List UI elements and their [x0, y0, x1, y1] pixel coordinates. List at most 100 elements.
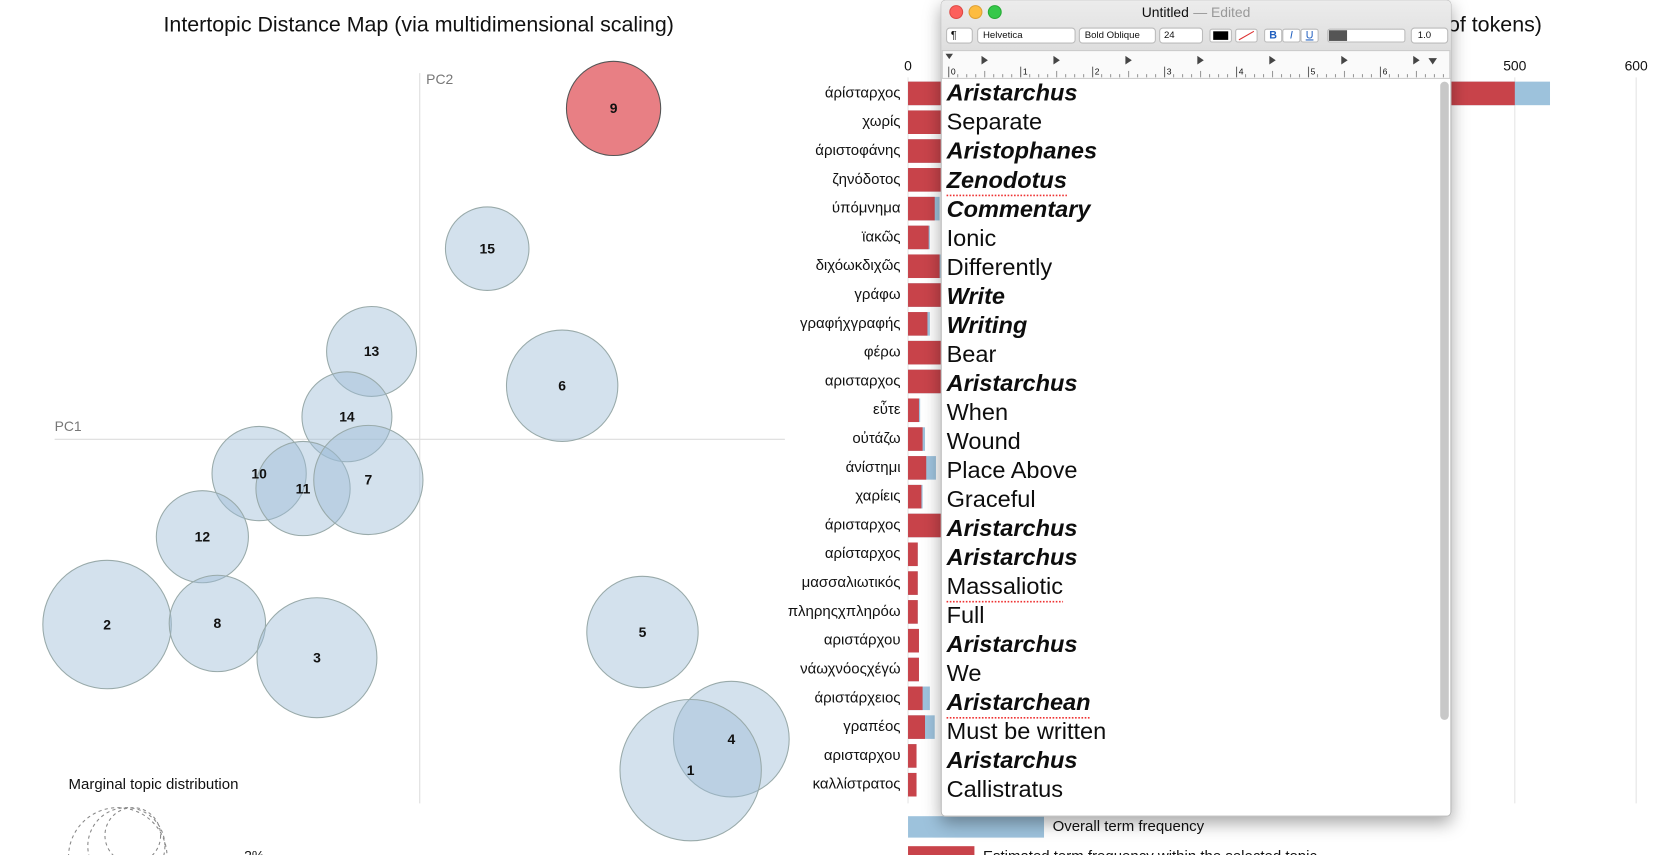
term-label[interactable]: άριστοφάνης — [815, 142, 900, 159]
topic-circle[interactable] — [42, 559, 172, 690]
term-label[interactable]: άνίστημι — [846, 459, 901, 476]
term-label[interactable]: ύπόμνημα — [832, 200, 901, 217]
topic-circle[interactable] — [256, 597, 378, 719]
topic-bar — [908, 513, 945, 538]
document-line: Aristarchus — [946, 370, 1078, 396]
document-line: Aristarchus — [946, 80, 1078, 106]
term-label[interactable]: ζηνόδοτος — [832, 171, 900, 188]
term-label[interactable]: άρίσταρχος — [825, 84, 901, 101]
term-label[interactable]: αρίσταρχος — [825, 545, 901, 562]
topic-circle[interactable] — [255, 440, 351, 537]
term-label[interactable]: γράφω — [854, 286, 900, 303]
marginal-circle — [87, 807, 166, 855]
tab-stop — [1053, 55, 1060, 65]
topic-label: 9 — [610, 100, 618, 116]
topic-circle[interactable] — [313, 424, 424, 536]
term-label[interactable]: φέρω — [864, 344, 901, 361]
term-label[interactable]: οὐτάζω — [852, 430, 901, 447]
topic-circle[interactable] — [565, 60, 662, 157]
topic-circle[interactable] — [586, 575, 699, 689]
document-line: We — [947, 660, 982, 686]
term-label[interactable]: άριστάρχειος — [814, 689, 900, 706]
document-line: Callistratus — [947, 776, 1063, 802]
document-line: Aristophanes — [946, 138, 1097, 164]
topic-circle[interactable] — [211, 425, 307, 522]
marginal-circle — [104, 807, 162, 855]
document-line: Separate — [947, 109, 1043, 135]
topic-bar — [908, 398, 919, 423]
document-text[interactable]: Aristarchus Separate Aristophanes Zenodotus… — [946, 80, 1107, 802]
document-line: Graceful — [947, 486, 1036, 512]
topic-circle[interactable] — [505, 329, 619, 442]
zoom-button[interactable] — [987, 5, 1002, 19]
typeface-select[interactable] — [1078, 27, 1156, 44]
topic-bar — [908, 196, 935, 221]
term-label[interactable]: άρισταρχος — [825, 516, 901, 533]
topic-bar — [908, 542, 918, 567]
topic-label: 7 — [364, 472, 372, 488]
document-line: Aristarchean — [946, 689, 1091, 715]
pc1-label: PC1 — [55, 418, 82, 434]
spacing-label: 1.0 — [1418, 30, 1431, 41]
indent-marker — [945, 53, 954, 60]
topic-circle[interactable] — [619, 698, 762, 842]
term-label[interactable]: διχόωκδιχῶς — [816, 257, 901, 274]
document-line: Aristarchus — [946, 631, 1078, 657]
topic-circle[interactable] — [301, 371, 393, 463]
term-label[interactable]: ϊακῶς — [861, 228, 900, 245]
color-swatch — [1213, 31, 1229, 40]
scrollbar-thumb[interactable] — [1440, 81, 1449, 720]
format-button[interactable] — [1264, 28, 1283, 43]
intertopic-map: Intertopic Distance Map (via multidimens… — [42, 13, 790, 855]
topic-circle[interactable] — [155, 490, 249, 584]
paragraph-select[interactable] — [946, 27, 973, 44]
tab-stop — [1197, 55, 1204, 65]
topic-bar — [908, 369, 945, 394]
topic-bar — [908, 312, 928, 336]
tab-stop — [981, 55, 988, 65]
tab-stop — [1341, 55, 1348, 65]
close-button[interactable] — [949, 5, 964, 19]
document-line: Full — [947, 602, 985, 628]
tab-stop — [1125, 55, 1132, 65]
ruler-number: 4 — [1239, 66, 1244, 76]
term-label[interactable]: αρισταρχος — [825, 372, 901, 389]
tab-stop — [1413, 55, 1420, 65]
topic-circle[interactable] — [168, 574, 267, 673]
topic-bar — [908, 715, 926, 739]
marginal-legend — [68, 807, 168, 855]
term-label[interactable]: καλλίστρατος — [813, 776, 901, 793]
term-label[interactable]: πληρηςχπληρόω — [788, 603, 901, 620]
format-button-label: U — [1306, 29, 1314, 41]
topic-circle[interactable] — [444, 206, 530, 291]
topic-bar — [908, 686, 923, 711]
ruler-number: 3 — [1167, 66, 1172, 76]
font-label: Helvetica — [983, 30, 1023, 41]
topic-bar — [908, 628, 919, 653]
size-select[interactable] — [1159, 27, 1204, 44]
topic-circle[interactable] — [672, 680, 790, 798]
document-line: Aristarchus — [946, 515, 1078, 541]
term-label[interactable]: γραπέος — [843, 718, 900, 735]
topic-bar — [908, 600, 918, 624]
term-label[interactable]: μασσαλιωτικός — [802, 574, 901, 591]
legend-swatch — [908, 816, 1045, 838]
term-label[interactable]: εὖτε — [873, 401, 901, 418]
topic-label: 6 — [558, 377, 566, 393]
toolbar: ¶ Helvetica Bold Oblique 24 B I U 1.0 — [946, 27, 1449, 44]
topic-circle[interactable] — [326, 305, 418, 397]
term-label[interactable]: νάωχνόοςχέγώ — [800, 660, 901, 677]
term-label[interactable]: αριστάρχου — [824, 632, 901, 649]
topic-bar — [908, 283, 945, 307]
format-button-label: I — [1290, 29, 1293, 41]
font-select[interactable] — [977, 27, 1076, 44]
tab-stop — [1269, 55, 1276, 65]
minimize-button[interactable] — [968, 5, 983, 19]
spacing-select[interactable] — [1410, 27, 1449, 44]
format-button[interactable] — [1300, 28, 1319, 43]
term-label[interactable]: χωρίς — [862, 113, 900, 130]
term-label[interactable]: αρισταρχου — [824, 747, 901, 764]
format-button[interactable] — [1282, 28, 1301, 43]
term-label[interactable]: χαρίεις — [855, 488, 900, 505]
term-label[interactable]: γραφήχγραφής — [800, 315, 901, 332]
